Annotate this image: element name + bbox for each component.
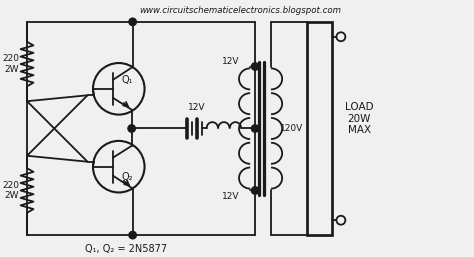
Text: 220
2W: 220 2W [3,181,19,200]
Text: www.circuitschematicelectronics.blogspot.com: www.circuitschematicelectronics.blogspot… [139,6,341,15]
Text: LOAD
20W
MAX: LOAD 20W MAX [345,102,374,135]
Text: 220
2W: 220 2W [3,54,19,74]
Text: Q₂: Q₂ [122,172,134,182]
Circle shape [129,231,137,239]
Text: Q₁, Q₂ = 2N5877: Q₁, Q₂ = 2N5877 [85,244,167,254]
Circle shape [128,125,136,132]
Circle shape [251,187,259,194]
Bar [307,22,332,235]
Text: 12V: 12V [222,192,239,201]
Circle shape [251,63,259,70]
Circle shape [251,125,259,132]
Text: 12V: 12V [188,103,205,112]
Circle shape [129,18,137,26]
Text: Q₁: Q₁ [122,75,134,85]
Text: 120V: 120V [280,124,303,133]
Text: 12V: 12V [222,57,239,66]
